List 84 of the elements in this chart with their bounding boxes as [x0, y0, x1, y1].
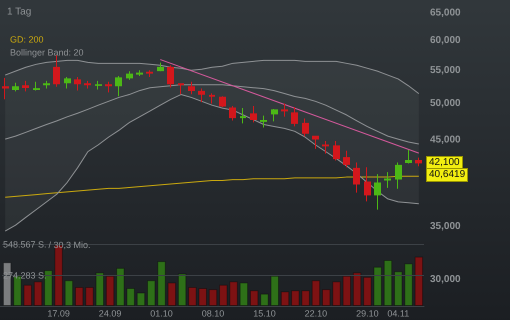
- candlestick: [415, 157, 422, 167]
- candlestick: [115, 76, 122, 97]
- bar: [342, 276, 352, 306]
- x-tick-label: 22.10: [304, 308, 328, 318]
- candlestick: [74, 76, 81, 91]
- candlestick: [2, 77, 9, 100]
- bar: [24, 284, 32, 306]
- x-tick-label: 01.10: [150, 308, 173, 318]
- annotation: 40,6419: [426, 168, 468, 182]
- candlestick: [219, 96, 226, 108]
- line-series: [4, 94, 420, 232]
- bar: [96, 272, 104, 306]
- candlestick: [105, 81, 112, 93]
- candlestick: [12, 82, 19, 92]
- candlestick: [157, 62, 164, 72]
- bar: [198, 288, 207, 306]
- annotation: 42,100: [426, 156, 463, 170]
- x-tick-label: 24.09: [98, 308, 122, 318]
- candlestick: [229, 106, 236, 121]
- candlestick: [374, 174, 381, 210]
- candlestick: [22, 80, 29, 92]
- y-tick-label: 55,000: [430, 65, 462, 76]
- candlestick: [405, 149, 412, 164]
- candlestick: [250, 106, 257, 123]
- candlestick: [53, 54, 60, 88]
- y-tick-label: 65,000: [430, 8, 462, 19]
- candlestick: [281, 103, 288, 118]
- x-tick-label: 04.11: [387, 308, 410, 318]
- x-tick-label: 15.10: [253, 308, 276, 318]
- bar: [208, 289, 218, 306]
- bar: [332, 281, 341, 306]
- candlestick: [260, 115, 267, 128]
- candlestick: [64, 76, 71, 90]
- candlestick: [364, 166, 371, 202]
- candlestick: [291, 106, 298, 127]
- candlestick: [312, 136, 319, 150]
- candlestick: [240, 107, 246, 124]
- y-tick-label: 548.567 S.: [3, 240, 47, 250]
- line-series: [4, 60, 420, 94]
- text: 1 Tag: [7, 6, 32, 18]
- candlestick: [384, 172, 391, 188]
- candlestick: [43, 80, 50, 90]
- x-tick-label: 29.10: [356, 308, 379, 318]
- bar: [394, 271, 402, 306]
- candlestick: [333, 140, 340, 162]
- y-tick-label: 50,000: [430, 98, 462, 110]
- bar: [34, 281, 42, 306]
- candlestick: [322, 140, 329, 154]
- line-series: [4, 176, 420, 198]
- bar: [74, 286, 84, 306]
- candlestick: [95, 80, 102, 90]
- x-tick-label: 08.10: [202, 308, 224, 318]
- candlestick: [343, 150, 350, 168]
- candlestick: [302, 118, 309, 137]
- candlestick: [146, 70, 153, 78]
- candlestick: [209, 92, 215, 104]
- y-tick-label: 45,000: [430, 134, 462, 146]
- bar: [384, 260, 392, 306]
- bar: [85, 286, 94, 306]
- candlestick: [353, 162, 360, 194]
- candlestick: [198, 88, 205, 103]
- x-tick-label: 17.09: [47, 308, 70, 318]
- candlestick: [167, 64, 174, 88]
- candlestick: [84, 80, 91, 90]
- bar: [44, 270, 53, 306]
- y-tick-label: 60,000: [430, 35, 462, 46]
- candlestick: [188, 81, 195, 95]
- annotation: / 30,3 Mio.: [48, 238, 91, 250]
- text: Bollinger Band: 20: [10, 48, 84, 58]
- bar: [219, 284, 228, 306]
- bar: [270, 276, 279, 306]
- candlestick: [136, 70, 143, 77]
- candlestick: [33, 81, 40, 91]
- y-tick-label: 30,000: [430, 274, 462, 286]
- bar: [322, 289, 330, 306]
- bar: [147, 280, 156, 306]
- candlestick: [126, 70, 133, 80]
- candlestick: [271, 108, 278, 122]
- candlestick: [395, 162, 402, 190]
- candlestick: [178, 83, 184, 95]
- y-tick-label: 35,000: [430, 221, 462, 232]
- line-series: [4, 84, 420, 144]
- bar: [373, 266, 382, 306]
- text: GD: 200: [10, 34, 44, 44]
